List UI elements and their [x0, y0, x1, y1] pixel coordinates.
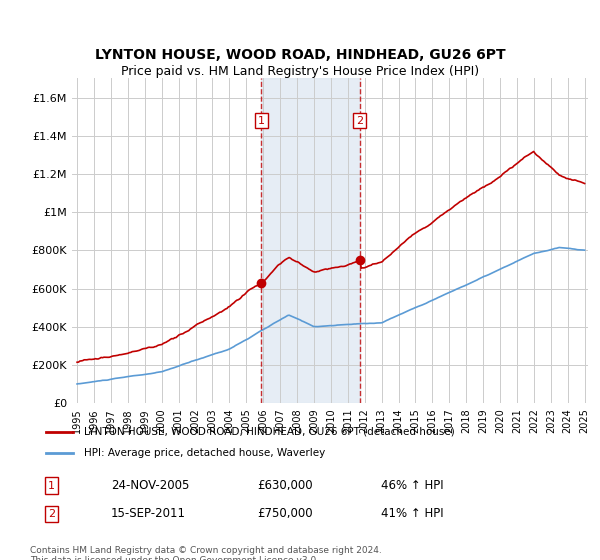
Text: 24-NOV-2005: 24-NOV-2005	[111, 479, 190, 492]
Text: LYNTON HOUSE, WOOD ROAD, HINDHEAD, GU26 6PT (detached house): LYNTON HOUSE, WOOD ROAD, HINDHEAD, GU26 …	[84, 427, 455, 437]
Text: 1: 1	[48, 480, 55, 491]
Text: Price paid vs. HM Land Registry's House Price Index (HPI): Price paid vs. HM Land Registry's House …	[121, 66, 479, 78]
Text: 1: 1	[258, 115, 265, 125]
Text: HPI: Average price, detached house, Waverley: HPI: Average price, detached house, Wave…	[84, 449, 325, 458]
Text: 2: 2	[48, 509, 55, 519]
Bar	[262, 78, 360, 403]
Text: £630,000: £630,000	[257, 479, 313, 492]
Text: LYNTON HOUSE, WOOD ROAD, HINDHEAD, GU26 6PT: LYNTON HOUSE, WOOD ROAD, HINDHEAD, GU26 …	[95, 48, 505, 62]
Text: Contains HM Land Registry data © Crown copyright and database right 2024.
This d: Contains HM Land Registry data © Crown c…	[30, 546, 382, 560]
Text: 46% ↑ HPI: 46% ↑ HPI	[381, 479, 443, 492]
Text: £750,000: £750,000	[257, 507, 313, 520]
Text: 2: 2	[356, 115, 364, 125]
Text: 15-SEP-2011: 15-SEP-2011	[111, 507, 186, 520]
Text: 41% ↑ HPI: 41% ↑ HPI	[381, 507, 443, 520]
